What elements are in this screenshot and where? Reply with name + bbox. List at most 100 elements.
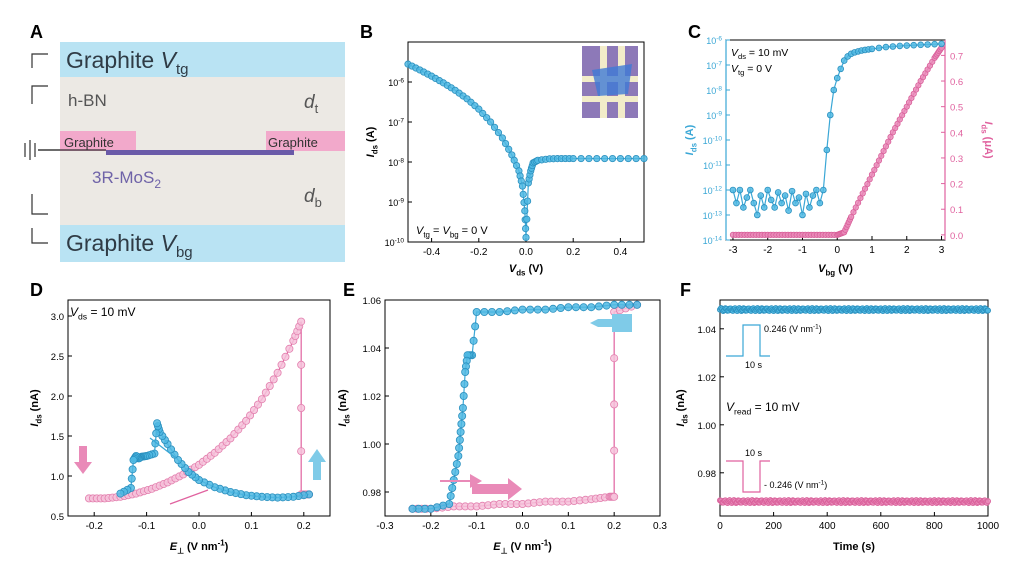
- data-point-backward: [408, 504, 417, 513]
- data-point-backward: [487, 307, 496, 316]
- data-point-log: [809, 192, 817, 199]
- y-axis-label-right: Ids (μA): [980, 121, 994, 159]
- data-point-backward: [458, 411, 467, 420]
- x-tick-label: 0: [717, 521, 723, 532]
- data-point-forward: [265, 381, 274, 390]
- x-tick-label: -3: [728, 245, 737, 256]
- data-point-log: [868, 45, 876, 53]
- data-point-backward: [469, 336, 478, 345]
- x-axis-label: Vbg (V): [818, 263, 853, 277]
- data-point: [569, 154, 577, 163]
- dt-label: dt: [304, 92, 319, 116]
- data-point-forward: [297, 447, 306, 456]
- y-tick-label-left: 10-10: [703, 135, 723, 146]
- x-tick-label: 0.4: [613, 247, 627, 258]
- data-point-log: [750, 199, 758, 207]
- condition-annotation: Vread = 10 mV: [726, 400, 800, 417]
- data-point-log: [903, 42, 911, 49]
- data-point-backward: [459, 391, 468, 400]
- y-tick-label-left: 10-7: [706, 60, 722, 71]
- panel-f-frame: [719, 299, 989, 517]
- data-point-log: [813, 186, 820, 194]
- sweep-arrow-left: [590, 314, 632, 332]
- data-point-forward: [273, 368, 282, 377]
- data-point-log: [820, 186, 827, 194]
- series-line-forward: [412, 304, 638, 510]
- data-point: [523, 197, 532, 205]
- data-point-log: [799, 211, 806, 219]
- data-point: [494, 129, 503, 137]
- direction-arrow-forward: [169, 489, 209, 505]
- data-point-backward: [153, 419, 162, 428]
- data-point-backward: [625, 300, 634, 309]
- data-point-backward: [549, 304, 558, 313]
- data-point-backward: [452, 459, 461, 468]
- x-tick-label: 0.0: [516, 521, 530, 532]
- x-tick-label: 3: [939, 245, 945, 256]
- panel-label-e: E: [343, 280, 355, 300]
- x-tick-label: -0.2: [86, 521, 104, 532]
- data-point-forward: [250, 405, 259, 414]
- data-point-backward: [564, 303, 573, 312]
- condition-annotation: Vds = 10 mV: [70, 305, 135, 322]
- data-point-forward: [253, 400, 262, 409]
- y-tick-label: 2.5: [51, 352, 64, 363]
- condition-vds: Vds = 10 mV: [731, 47, 788, 61]
- data-point-backward: [151, 439, 160, 448]
- data-point: [577, 154, 585, 163]
- data-point-log: [757, 192, 765, 199]
- x-tick-label: 0.1: [244, 521, 258, 532]
- bottom-gate-layer: [60, 225, 345, 262]
- panel-f-chart: 0 200 400 600 800 1000 0.98 1.00 1.02 1.04 Time (s…: [675, 299, 1000, 553]
- data-point-backward: [480, 307, 489, 316]
- panel-c-chart: -3 -2 -1 0 1 2 3 10-14 10-13 10-12 10-11 10-10 10-9 1…: [684, 35, 994, 277]
- y-tick-label-left: 10-13: [703, 210, 723, 221]
- y-tick-label: 1.04: [363, 344, 382, 355]
- data-point-backward: [518, 305, 527, 314]
- y-axis-label: Ids (nA): [675, 389, 689, 427]
- data-point-forward: [269, 375, 278, 384]
- photo-electrode: [582, 96, 638, 102]
- y-tick-label-left: 10-6: [706, 35, 722, 46]
- data-point-backward: [571, 303, 580, 312]
- data-point-forward: [610, 400, 619, 409]
- x-tick-label: -1: [798, 245, 807, 256]
- data-point-log: [743, 194, 751, 201]
- data-point-log: [896, 42, 904, 50]
- data-point-log: [753, 211, 761, 219]
- x-tick-label: 0: [834, 245, 840, 256]
- x-tick-label: -0.2: [470, 247, 488, 258]
- data-point-backward: [579, 303, 588, 312]
- data-point-log: [837, 65, 845, 73]
- data-point-backward: [610, 300, 619, 309]
- pulse-down-label: - 0.246 (V nm-1): [764, 479, 827, 490]
- y-tick-label: 1.00: [363, 440, 382, 451]
- data-point-log: [764, 186, 772, 194]
- sweep-arrow-right: [440, 474, 482, 488]
- data-point: [640, 154, 648, 163]
- data-point-backward: [587, 303, 596, 312]
- x-tick-label: 0.2: [607, 521, 621, 532]
- x-tick-label: -0.1: [468, 521, 486, 532]
- y-tick-label: 10-7: [388, 117, 404, 128]
- data-point: [501, 139, 510, 148]
- x-axis-label: E⊥ (V nm-1): [170, 539, 229, 556]
- panel-e-chart: -0.3 -0.2 -0.1 0.0 0.1 0.2 0.3 0.98 1.00 1.02 1.04…: [337, 296, 667, 555]
- panel-label-b: B: [360, 22, 373, 42]
- data-point-backward: [510, 306, 519, 315]
- data-point-backward: [457, 419, 466, 428]
- y-tick-label: 10-8: [388, 157, 404, 168]
- data-point: [585, 154, 593, 163]
- y-tick-label: 1.04: [698, 325, 717, 336]
- x-tick-label: 1000: [977, 521, 1000, 532]
- data-point-backward: [533, 305, 542, 314]
- data-point-log: [924, 41, 931, 48]
- data-point-log: [733, 199, 740, 207]
- data-point-forward: [297, 317, 306, 326]
- y-axis-label: Ids (nA): [29, 389, 43, 427]
- data-point-forward: [610, 492, 619, 501]
- y-tick-label: 2.0: [51, 392, 64, 403]
- condition-annotation: Vtg = Vbg = 0 V: [416, 225, 488, 239]
- y-tick-label-left: 10-8: [706, 85, 722, 96]
